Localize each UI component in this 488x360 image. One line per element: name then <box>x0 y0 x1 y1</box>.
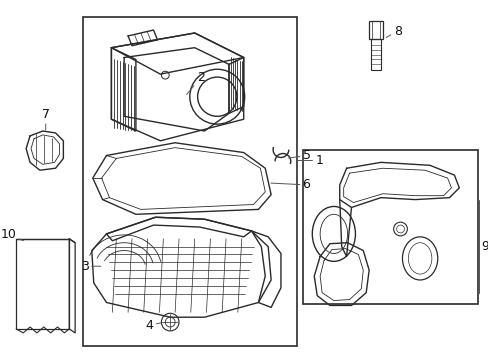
Text: 2: 2 <box>186 71 204 95</box>
Text: 8: 8 <box>386 24 401 37</box>
Bar <box>302 150 477 305</box>
Bar <box>83 17 296 346</box>
Text: 6: 6 <box>270 179 310 192</box>
Text: 7: 7 <box>41 108 50 130</box>
Text: 3: 3 <box>81 260 101 273</box>
Text: 1: 1 <box>315 154 323 167</box>
Text: 4: 4 <box>145 319 162 332</box>
Text: 10: 10 <box>0 228 23 242</box>
Bar <box>368 21 382 39</box>
Text: 9: 9 <box>480 240 488 253</box>
Bar <box>370 39 380 70</box>
Text: 5: 5 <box>288 149 310 162</box>
